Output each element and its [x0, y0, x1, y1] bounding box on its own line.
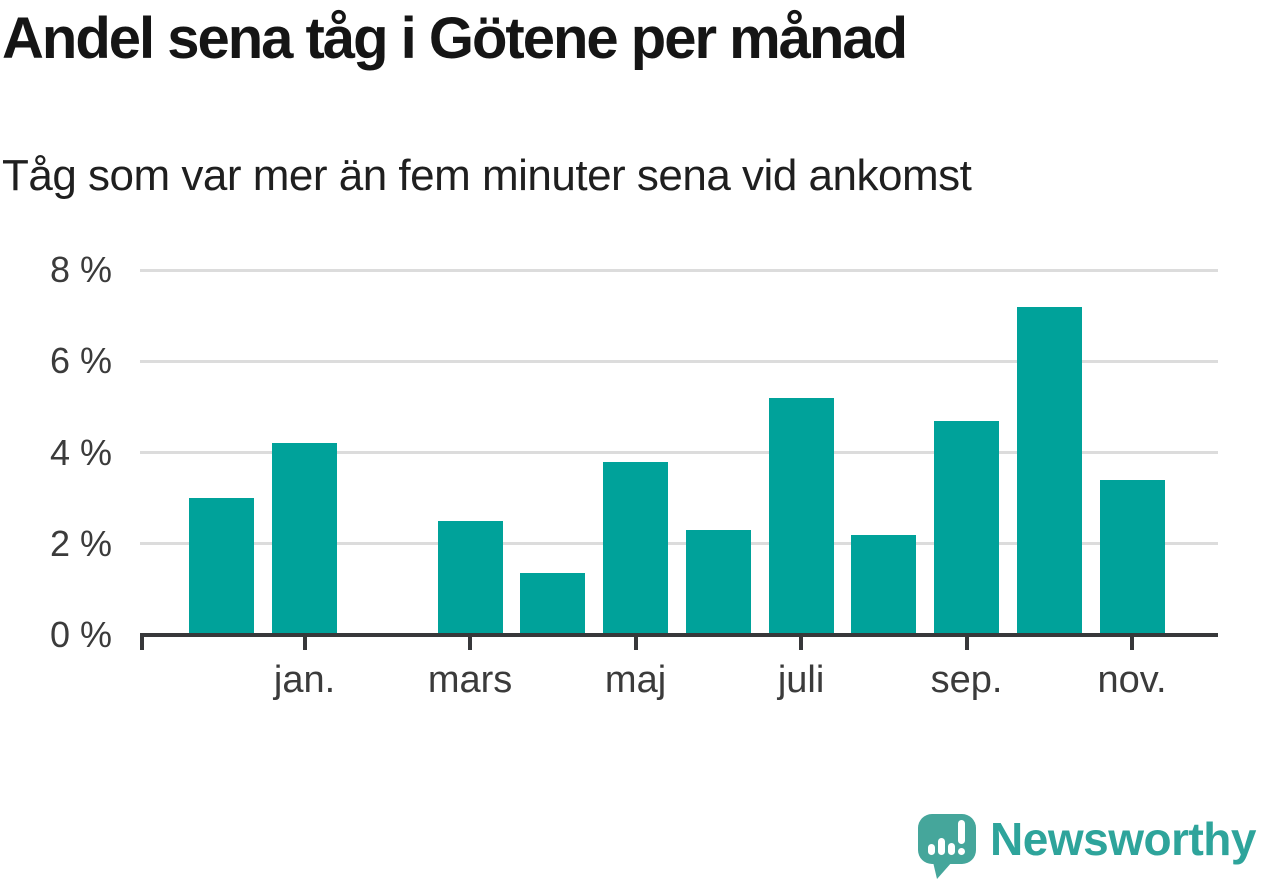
bar	[1016, 306, 1082, 635]
logo-exclamation-dot	[958, 848, 966, 855]
y-axis-tick-label: 8 %	[49, 249, 112, 291]
logo-exclamation-bar	[958, 820, 966, 844]
bar	[520, 573, 586, 635]
y-axis-tick-label: 6 %	[49, 340, 112, 382]
chart-subtitle: Tåg som var mer än fem minuter sena vid …	[2, 151, 972, 200]
x-axis-tick	[799, 633, 804, 650]
bar	[768, 397, 834, 635]
x-axis-tick-label: mars	[427, 659, 513, 701]
brand-name: Newsworthy	[990, 813, 1256, 865]
logo-bar-3	[948, 843, 956, 855]
x-axis-tick-label: jan.	[273, 659, 336, 701]
bar	[1099, 479, 1165, 635]
axis-start-tick	[140, 633, 144, 650]
bar	[189, 498, 255, 635]
bar	[685, 530, 751, 635]
logo-bar-1	[928, 844, 936, 855]
newsworthy-logo: Newsworthy	[918, 812, 1256, 879]
chart-title: Andel sena tåg i Götene per månad	[2, 6, 908, 71]
x-axis-tick-label: juli	[777, 659, 825, 701]
x-axis-tick-label: maj	[604, 659, 667, 701]
bar	[934, 420, 1000, 635]
gridline	[140, 359, 1218, 363]
x-axis-tick	[302, 633, 307, 650]
x-axis-tick	[964, 633, 969, 650]
bar	[272, 443, 338, 635]
x-axis-tick	[1130, 633, 1135, 650]
y-axis-tick-label: 4 %	[49, 431, 112, 473]
bar	[603, 461, 669, 635]
x-axis-line	[140, 633, 1218, 637]
newsworthy-speech-bubble-bar-chart-icon	[918, 814, 977, 879]
x-axis-tick	[468, 633, 473, 650]
logo-bar-2	[938, 838, 946, 855]
gridline	[140, 542, 1218, 546]
x-axis-tick	[633, 633, 638, 650]
y-axis-tick-label: 0 %	[49, 614, 112, 655]
x-axis-tick-label: nov.	[1097, 659, 1167, 701]
bar	[437, 521, 503, 635]
y-axis-tick-label: 2 %	[49, 522, 112, 564]
gridline	[140, 268, 1218, 272]
x-axis-tick-label: sep.	[930, 659, 1003, 701]
gridline	[140, 451, 1218, 455]
bar	[851, 534, 917, 635]
